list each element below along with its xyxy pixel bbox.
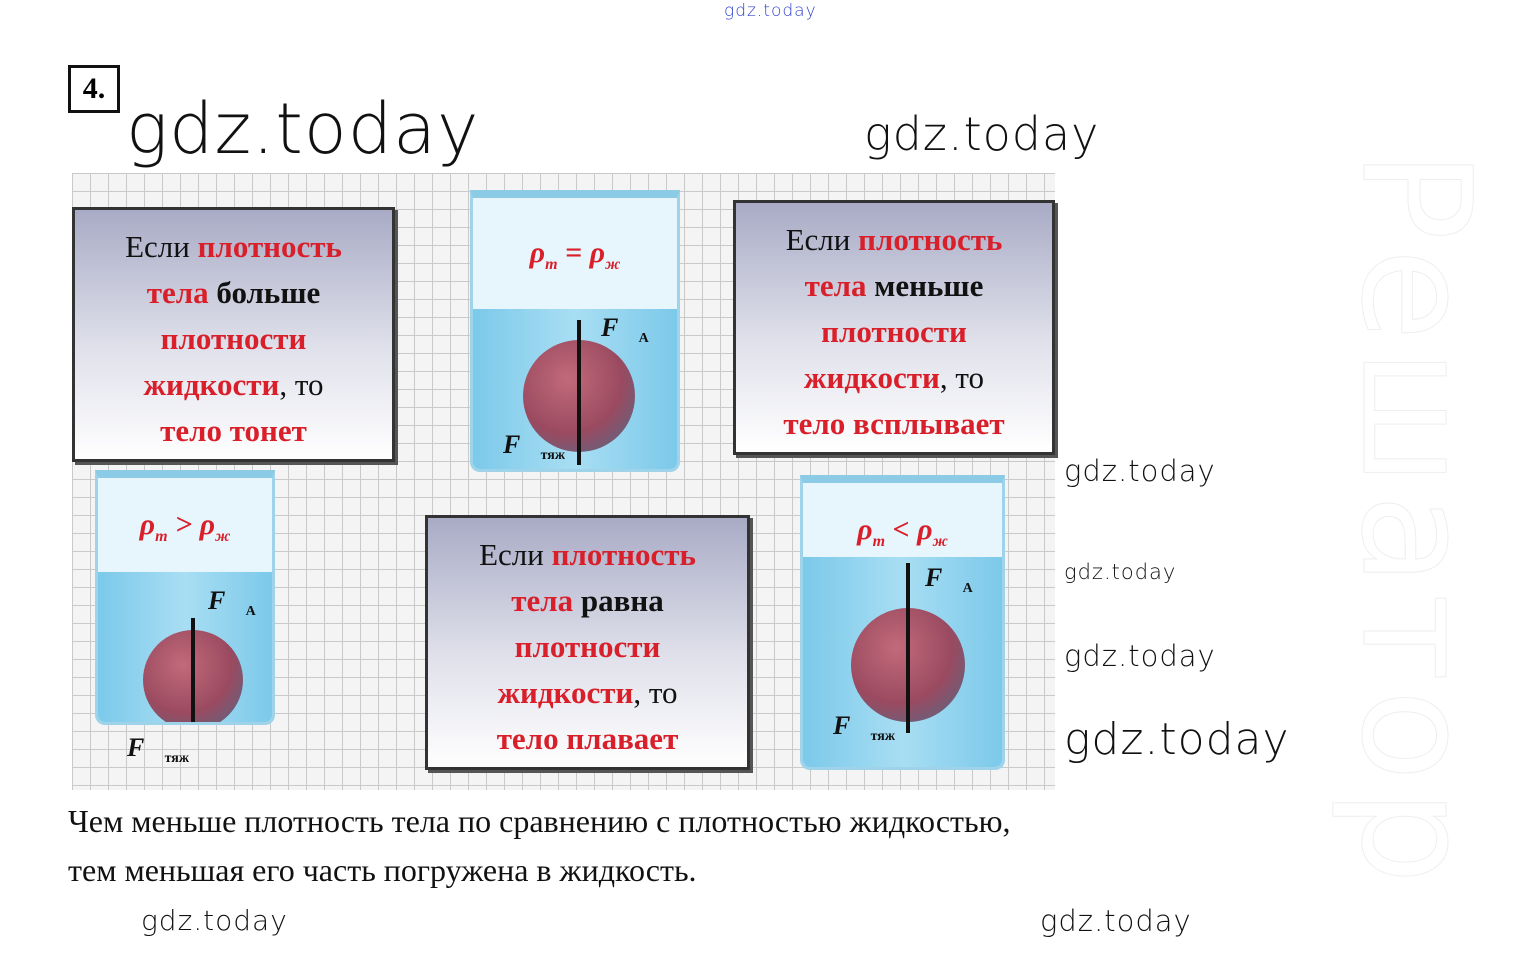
force-gravity-label: F⃗тяж — [127, 733, 189, 767]
answer-line-1: Чем меньше плотность тела по сравнению с… — [68, 803, 1011, 839]
force-arrow-icon — [577, 320, 581, 465]
watermark: gdz.today — [1064, 639, 1216, 673]
watermark: gdz.today — [1064, 714, 1290, 765]
watermark-overlay: Решатор — [1328, 150, 1503, 893]
watermark: gdz.today — [1064, 560, 1177, 584]
watermark-top: gdz.today — [724, 1, 817, 21]
beaker-floats: ρт = ρж F⃗А F⃗тяж — [470, 190, 680, 472]
task-number: 4. — [68, 65, 120, 113]
force-gravity-label: F⃗тяж — [503, 430, 565, 464]
formula-equal: ρт = ρж — [529, 236, 621, 273]
callout-rises: Если плотность тела меньше плотности жид… — [733, 200, 1055, 455]
force-arrow-icon — [191, 618, 195, 722]
force-gravity-label: F⃗тяж — [833, 711, 895, 745]
callout-floats: Если плотность тела равна плотности жидк… — [425, 515, 750, 770]
figure-buoyancy: ρт = ρж F⃗А F⃗тяж ρт > ρж F⃗А F⃗тяж ρт <… — [72, 173, 1055, 790]
force-archimedes-label: F⃗А — [601, 313, 649, 347]
force-archimedes-label: F⃗А — [208, 586, 256, 620]
beaker-rises: ρт < ρж F⃗А F⃗тяж — [800, 475, 1005, 770]
formula-greater: ρт > ρж — [139, 508, 231, 545]
formula-less: ρт < ρж — [857, 513, 948, 550]
answer-line-2: тем меньшая его часть погружена в жидкос… — [68, 852, 697, 888]
watermark: gdz.today — [141, 904, 288, 937]
callout-sinks: Если плотность тела больше плотности жид… — [72, 207, 395, 462]
watermark-main: gdz.today — [126, 88, 480, 170]
watermark: gdz.today — [1040, 904, 1192, 938]
beaker-sinks: ρт > ρж F⃗А — [95, 470, 275, 725]
force-arrow-icon — [906, 563, 910, 733]
force-archimedes-label: F⃗А — [925, 563, 973, 597]
watermark: gdz.today — [1064, 454, 1216, 488]
watermark: gdz.today — [864, 107, 1100, 161]
